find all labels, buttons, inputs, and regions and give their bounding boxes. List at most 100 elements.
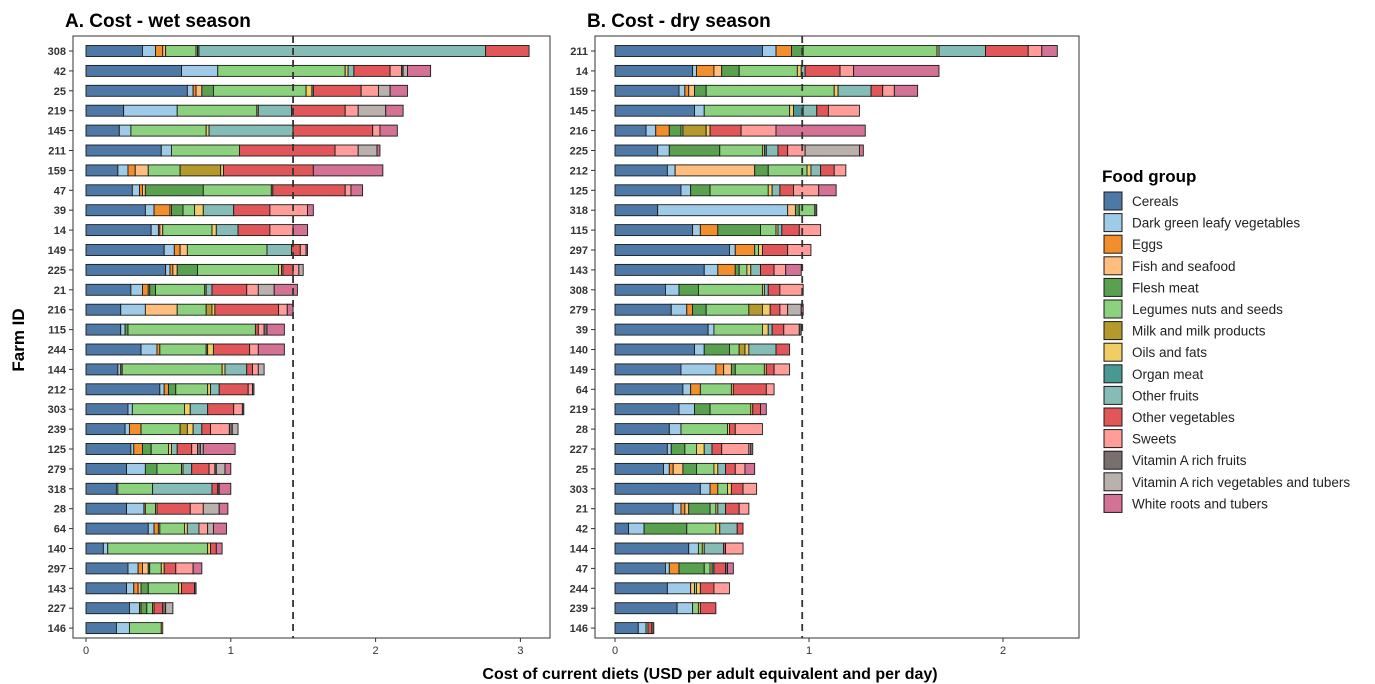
bar-farm-125 <box>614 184 837 197</box>
bar-segment-legumes-nuts-and-seeds <box>217 64 346 77</box>
bar-segment-eggs <box>668 562 680 575</box>
bar-segment-other-vegetables <box>816 104 829 117</box>
bar-segment-dark-green-leafy-vegetables <box>165 263 171 276</box>
bar-segment-legumes-nuts-and-seeds <box>692 602 699 615</box>
farm-id-label: 21 <box>54 285 66 297</box>
farm-id-label: 244 <box>570 583 589 595</box>
bar-segment-dark-green-leafy-vegetables <box>692 64 697 77</box>
bar-segment-eggs <box>173 244 181 256</box>
farm-id-label: 211 <box>570 46 588 58</box>
bar-segment-other-fruits <box>719 522 738 535</box>
bar-segment-white-roots-and-tubers <box>218 482 232 495</box>
legend-label: Eggs <box>1132 237 1163 252</box>
bar-segment-vitamin-a-rich-vegetables-and-tubers <box>357 104 387 117</box>
bar-segment-white-roots-and-tubers <box>858 144 864 157</box>
bar-segment-legumes-nuts-and-seeds <box>155 283 206 296</box>
bar-segment-milk-and-milk-products <box>682 124 707 137</box>
bar-farm-143 <box>85 582 197 595</box>
bar-segment-oils-and-fats <box>746 263 752 276</box>
legend-label: Dark green leafy vegetables <box>1132 216 1300 231</box>
legend-item: Sweets <box>1103 429 1177 449</box>
farm-id-label: 47 <box>54 185 66 197</box>
bar-segment-white-roots-and-tubers <box>389 84 408 97</box>
bar-segment-vitamin-a-rich-fruits <box>798 323 802 336</box>
bar-segment-dark-green-leafy-vegetables <box>678 84 686 97</box>
bar-segment-flesh-meat <box>690 184 711 197</box>
bar-segment-white-roots-and-tubers <box>350 184 364 197</box>
bar-segment-white-roots-and-tubers <box>785 263 802 276</box>
bar-segment-other-fruits <box>765 144 779 157</box>
bar-segment-sweets <box>882 84 895 97</box>
bar-segment-cereals <box>614 482 701 495</box>
bar-segment-flesh-meat <box>170 204 184 217</box>
bar-segment-other-vegetables <box>163 562 177 575</box>
bar-segment-cereals <box>614 423 670 436</box>
farm-id-label: 25 <box>54 86 66 98</box>
farm-id-label: 244 <box>48 345 67 357</box>
bar-segment-eggs <box>133 443 143 455</box>
bar-segment-other-vegetables <box>485 45 530 57</box>
bar-segment-legumes-nuts-and-seeds <box>760 224 777 237</box>
bar-farm-42 <box>85 64 432 77</box>
bar-segment-dark-green-leafy-vegetables <box>664 283 680 296</box>
bar-segment-white-roots-and-tubers <box>307 204 314 217</box>
bar-segment-cereals <box>85 462 127 475</box>
bar-segment-dark-green-leafy-vegetables <box>131 184 141 197</box>
bar-segment-sweets <box>779 303 789 316</box>
bar-segment-white-roots-and-tubers <box>818 184 837 197</box>
farm-id-label: 308 <box>570 285 588 297</box>
bar-segment-other-vegetables <box>181 582 196 595</box>
bar-farm-64 <box>614 383 775 396</box>
bar-farm-21 <box>85 283 298 296</box>
bar-segment-other-fruits <box>215 224 239 237</box>
bar-segment-oils-and-fats <box>806 164 812 177</box>
bar-segment-cereals <box>614 622 639 635</box>
bar-segment-cereals <box>85 104 125 117</box>
bar-segment-sweets <box>1027 45 1043 57</box>
x-tick-label: 2 <box>1000 645 1006 657</box>
bar-segment-cereals <box>85 403 129 416</box>
bar-farm-216 <box>614 124 866 137</box>
bar-segment-vitamin-a-rich-vegetables-and-tubers <box>202 502 220 515</box>
bar-segment-dark-green-leafy-vegetables <box>703 263 719 276</box>
bar-segment-oils-and-fats <box>713 462 719 475</box>
bar-segment-other-vegetables <box>239 144 336 157</box>
bar-segment-cereals <box>85 263 167 276</box>
bar-segment-flesh-meat <box>794 204 800 217</box>
bar-farm-125 <box>85 443 236 455</box>
bar-segment-sweets <box>779 283 804 296</box>
bar-segment-dark-green-leafy-vegetables <box>672 502 682 515</box>
bar-segment-cereals <box>85 482 117 495</box>
bar-segment-fish-and-seafood <box>144 303 178 316</box>
bar-segment-legumes-nuts-and-seeds <box>150 443 169 455</box>
legend-swatch <box>1103 299 1123 319</box>
bar-segment-vitamin-a-rich-vegetables-and-tubers <box>787 303 802 316</box>
bar-segment-cereals <box>614 84 680 97</box>
bar-segment-other-vegetables <box>752 403 761 416</box>
bar-segment-cereals <box>85 602 130 615</box>
chart-panel-dry: B. Cost - dry season 0 1 2 211 14 159 145 216 225… <box>570 11 1080 657</box>
bar-segment-other-vegetables <box>725 502 740 515</box>
bar-segment-legumes-nuts-and-seeds <box>147 582 180 595</box>
legend-swatch <box>1103 213 1123 233</box>
bar-segment-dark-green-leafy-vegetables <box>126 582 135 595</box>
bar-segment-cereals <box>85 542 104 555</box>
bar-segment-dark-green-leafy-vegetables <box>761 45 777 57</box>
bar-segment-sweets <box>738 502 750 515</box>
bar-segment-dark-green-leafy-vegetables <box>163 244 175 256</box>
bar-segment-other-vegetables <box>201 423 211 436</box>
bar-segment-milk-and-milk-products <box>179 423 188 436</box>
bar-farm-14 <box>614 64 940 77</box>
bar-segment-fish-and-seafood <box>690 582 695 595</box>
bar-farm-146 <box>85 622 164 635</box>
bar-segment-flesh-meat <box>721 64 740 77</box>
bar-segment-other-vegetables <box>211 283 248 296</box>
bar-segment-white-roots-and-tubers <box>192 562 203 575</box>
bar-segment-cereals <box>85 164 119 177</box>
bar-segment-sweets <box>175 562 194 575</box>
legend-item: Dark green leafy vegetables <box>1103 213 1300 233</box>
legend-item: Organ meat <box>1103 364 1204 384</box>
bar-segment-other-fruits <box>837 84 872 97</box>
bar-farm-149 <box>85 244 308 256</box>
bar-segment-flesh-meat <box>694 84 707 97</box>
